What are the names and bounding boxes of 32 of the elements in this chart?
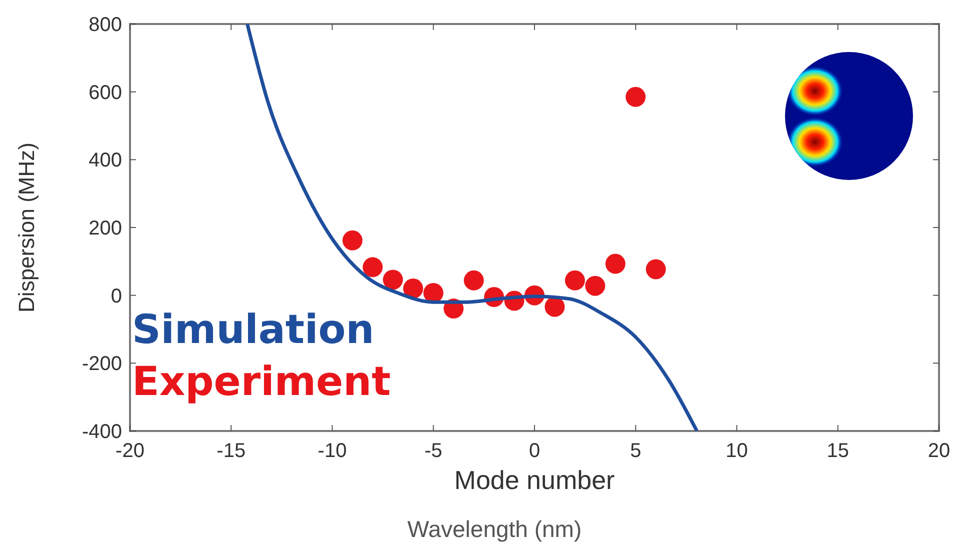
x-tick-label: -15: [216, 440, 246, 462]
y-tick-label: 600: [88, 82, 122, 104]
point: [544, 296, 565, 317]
text: Wavelength (nm): [407, 516, 582, 542]
y-axis-title: Dispersion (MHz): [14, 142, 39, 312]
x-tick-label: 10: [726, 440, 748, 462]
x-tick-label: -10: [318, 440, 347, 462]
point: [464, 270, 484, 290]
point: [564, 270, 585, 290]
series-label: Simulation: [132, 307, 374, 353]
y-tick-label: 400: [88, 150, 122, 172]
x-tick-label: -20: [116, 440, 144, 462]
y-tick-label: 200: [88, 218, 122, 240]
x-tick-label: 20: [928, 440, 950, 462]
point: [362, 257, 383, 278]
x-tick-label: 15: [826, 440, 849, 462]
x-tick-label: -5: [424, 440, 442, 462]
point: [646, 259, 666, 280]
point: [585, 276, 606, 296]
y-tick-label: 0: [110, 285, 122, 308]
x-tick-label: 5: [630, 440, 642, 462]
x-tick-label: 0: [528, 440, 540, 462]
series-label: Experiment: [132, 359, 391, 405]
y-tick-label: -400: [82, 421, 122, 443]
point: [403, 278, 424, 299]
point: [382, 270, 403, 290]
point: [342, 230, 362, 250]
point: [626, 86, 646, 107]
y-tick-label: -200: [82, 353, 122, 376]
x-axis-title: Mode number: [454, 465, 616, 495]
point: [605, 254, 626, 274]
y-tick-label: 800: [88, 14, 122, 36]
